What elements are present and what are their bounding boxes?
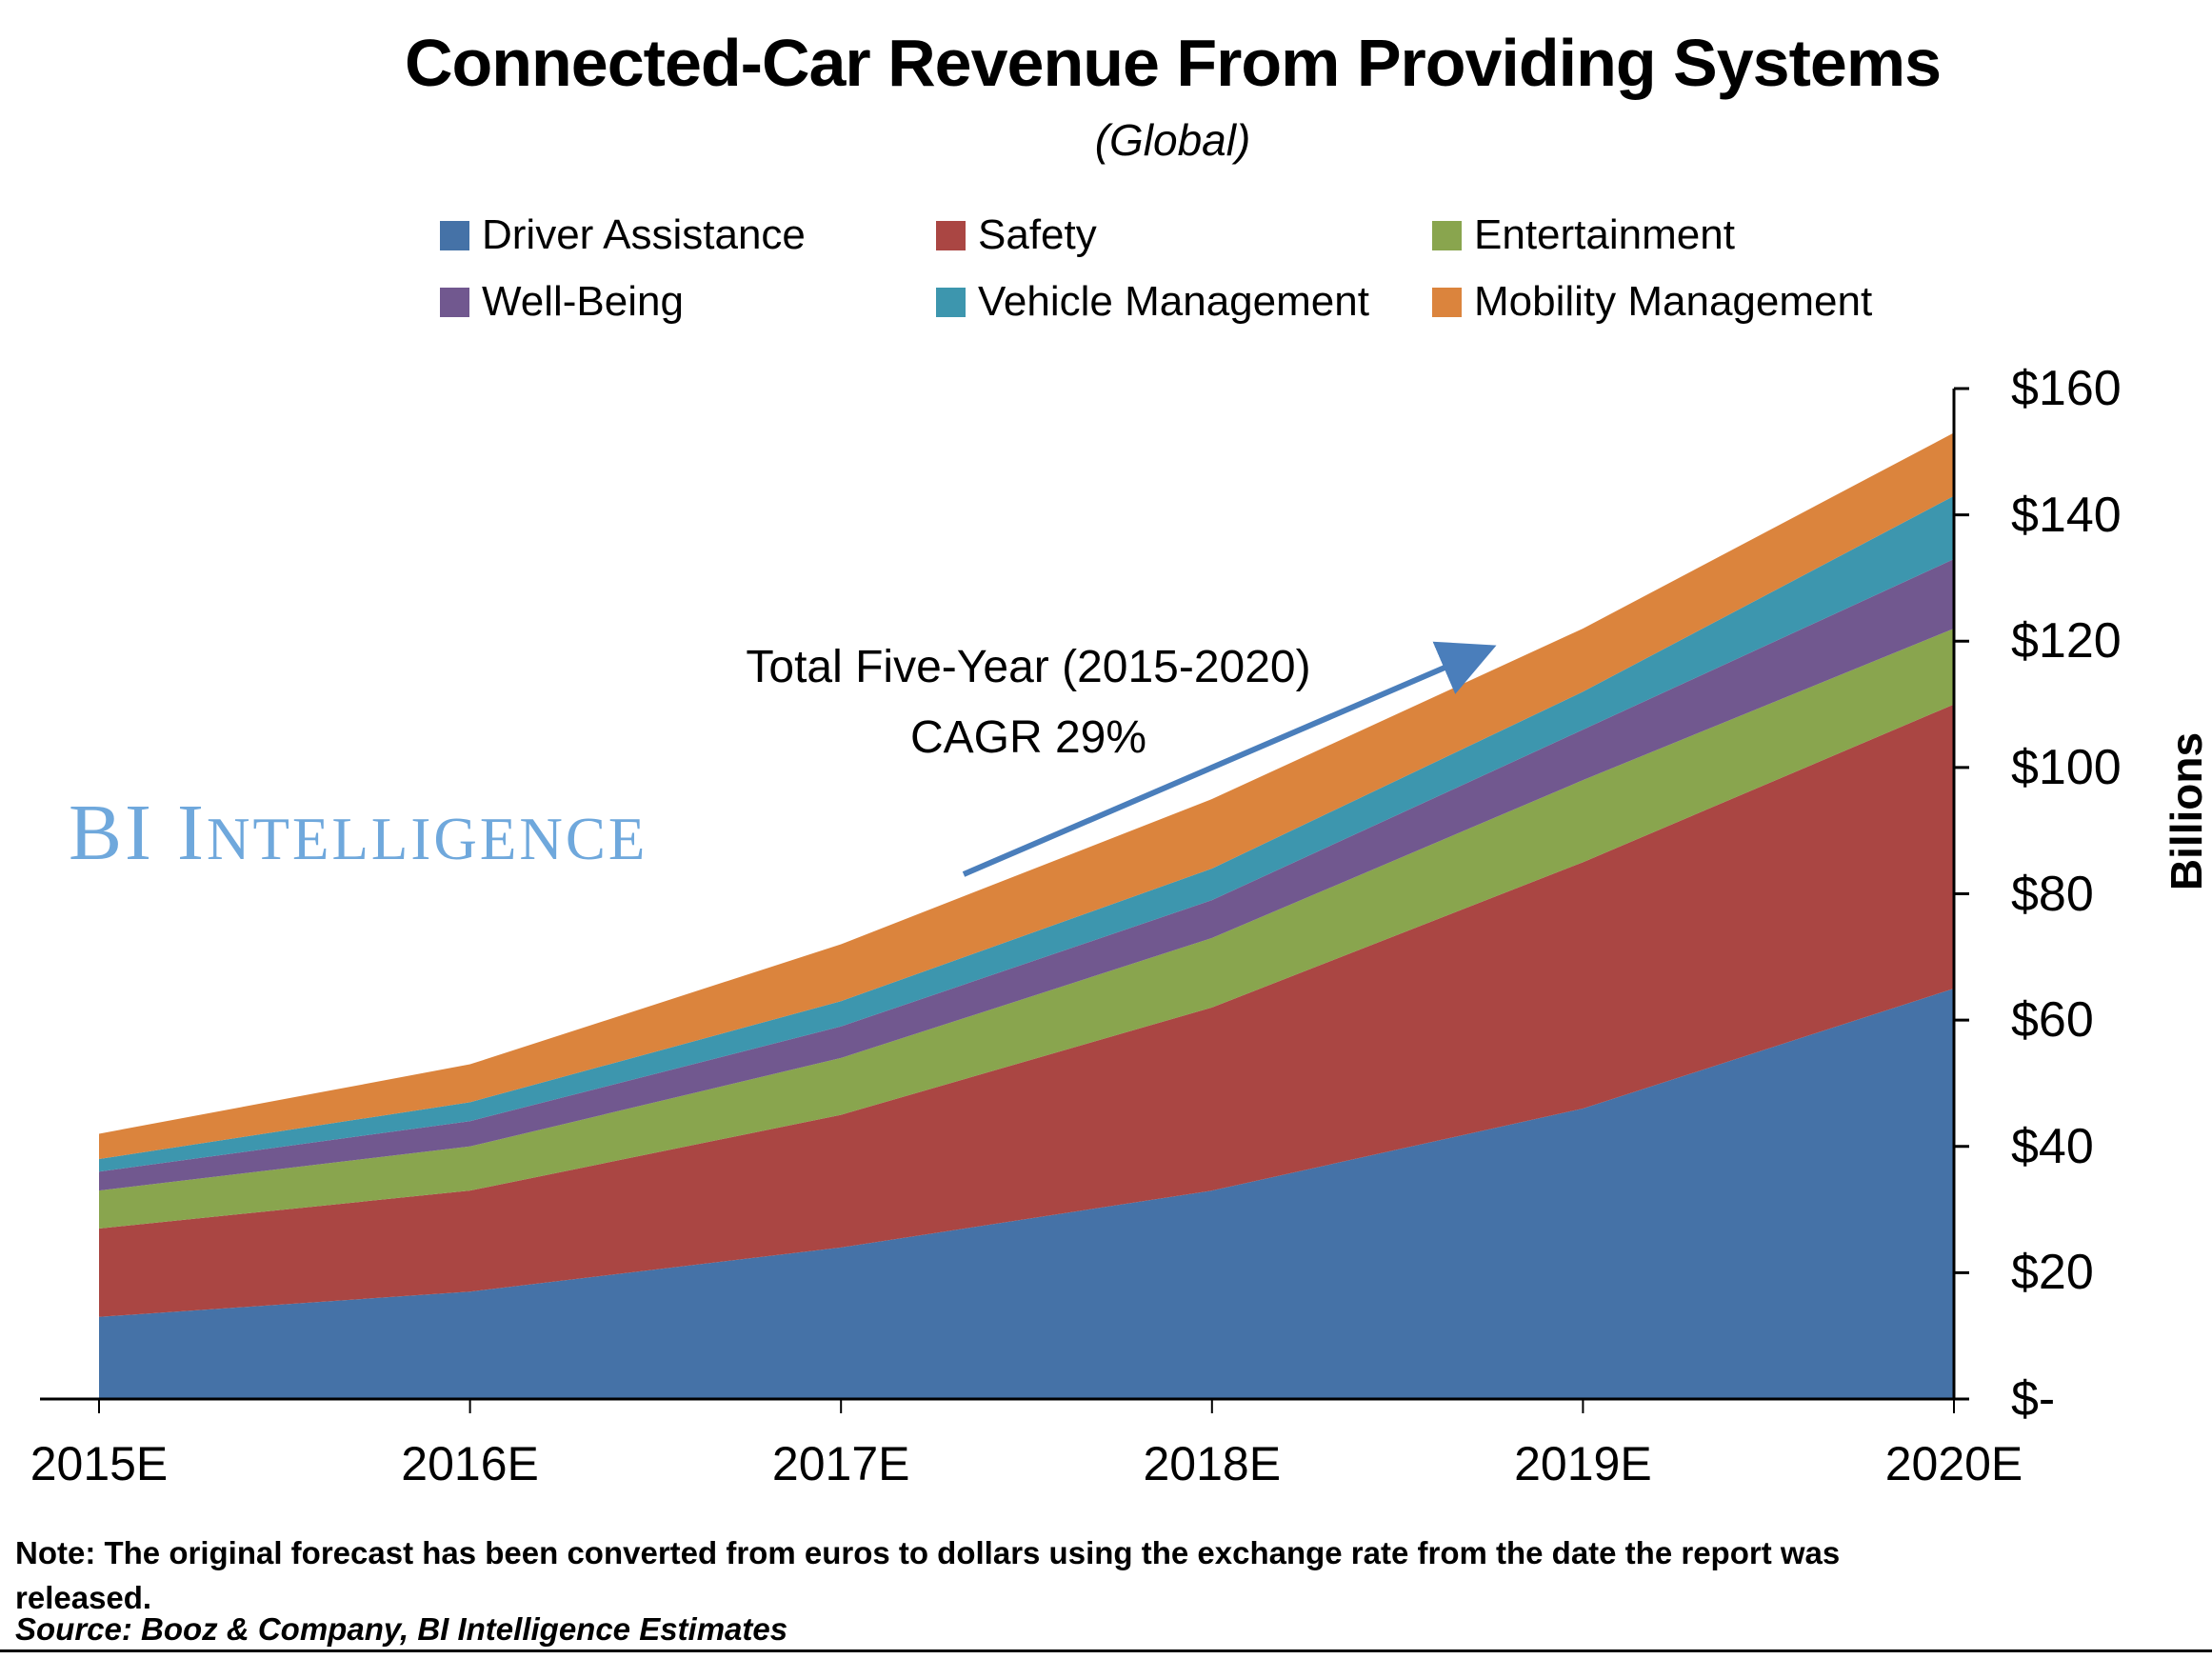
cagr-annotation-line2: CAGR 29% bbox=[909, 712, 1147, 764]
y-axis-label: $140 bbox=[2011, 487, 2122, 543]
x-axis-label: 2017E bbox=[771, 1437, 910, 1490]
area-driver-assistance bbox=[99, 988, 1954, 1399]
legend-swatch-icon bbox=[1432, 220, 1462, 250]
cagr-annotation-line1: Total Five-Year (2015-2020) bbox=[746, 642, 1311, 692]
legend: Driver Assistance Safety Entertainment Well… bbox=[440, 210, 1928, 328]
y-axis-label: $120 bbox=[2011, 613, 2122, 670]
chart-title: Connected-Car Revenue From Providing Sys… bbox=[404, 26, 1942, 100]
legend-item-mobility-management: Mobility Management bbox=[1432, 276, 1928, 328]
y-axis-label: $- bbox=[2011, 1371, 2056, 1427]
y-axis-label: $20 bbox=[2011, 1245, 2094, 1301]
legend-swatch-icon bbox=[440, 220, 469, 250]
y-axis-title: Billions bbox=[2162, 731, 2211, 891]
watermark-rest: NTELLIGENCE bbox=[206, 806, 648, 872]
watermark-lead: BI I bbox=[69, 789, 207, 877]
x-axis-label: 2016E bbox=[401, 1437, 539, 1490]
legend-item-entertainment: Entertainment bbox=[1432, 210, 1928, 261]
legend-label: Entertainment bbox=[1474, 211, 1735, 258]
y-axis-label: $80 bbox=[2011, 866, 2094, 922]
legend-label: Well-Being bbox=[482, 278, 684, 325]
cagr-annotation: Total Five-Year (2015-2020) CAGR 29% bbox=[600, 632, 1457, 774]
bi-intelligence-watermark: BI INTELLIGENCE bbox=[69, 787, 648, 879]
legend-item-driver-assistance: Driver Assistance bbox=[440, 210, 936, 261]
legend-item-safety: Safety bbox=[936, 210, 1432, 261]
legend-swatch-icon bbox=[1432, 287, 1462, 317]
x-axis-label: 2019E bbox=[1514, 1437, 1652, 1490]
x-axis-label: 2015E bbox=[30, 1437, 169, 1490]
stacked-area-plot bbox=[40, 387, 1969, 1413]
y-axis-label: $40 bbox=[2011, 1118, 2094, 1174]
legend-label: Vehicle Management bbox=[978, 278, 1369, 325]
y-axis-label: $160 bbox=[2011, 361, 2122, 416]
chart-subtitle: (Global) bbox=[1094, 115, 1251, 165]
x-axis-label: 2020E bbox=[1884, 1437, 2023, 1490]
legend-item-vehicle-management: Vehicle Management bbox=[936, 276, 1432, 328]
area-entertainment bbox=[99, 628, 1954, 1229]
bottom-border bbox=[0, 1649, 2212, 1652]
legend-swatch-icon bbox=[440, 287, 469, 317]
legend-swatch-icon bbox=[936, 287, 966, 317]
legend-label: Safety bbox=[978, 211, 1097, 258]
cagr-arrow-icon bbox=[962, 641, 1497, 877]
x-axis-label: 2018E bbox=[1143, 1437, 1282, 1490]
y-axis-label: $100 bbox=[2011, 739, 2122, 795]
footnote: Note: The original forecast has been con… bbox=[15, 1535, 1841, 1615]
y-axis-tick-labels: $160 $140 $120 $100 $80 $60 $40 $20 $- bbox=[2011, 0, 2211, 1659]
legend-swatch-icon bbox=[936, 220, 966, 250]
legend-item-well-being: Well-Being bbox=[440, 276, 936, 328]
area-safety bbox=[99, 704, 1954, 1317]
y-axis-label: $60 bbox=[2011, 992, 2094, 1049]
legend-label: Mobility Management bbox=[1474, 278, 1873, 325]
legend-label: Driver Assistance bbox=[482, 211, 806, 258]
source-line: Source: Booz & Company, BI Intelligence … bbox=[15, 1611, 788, 1647]
